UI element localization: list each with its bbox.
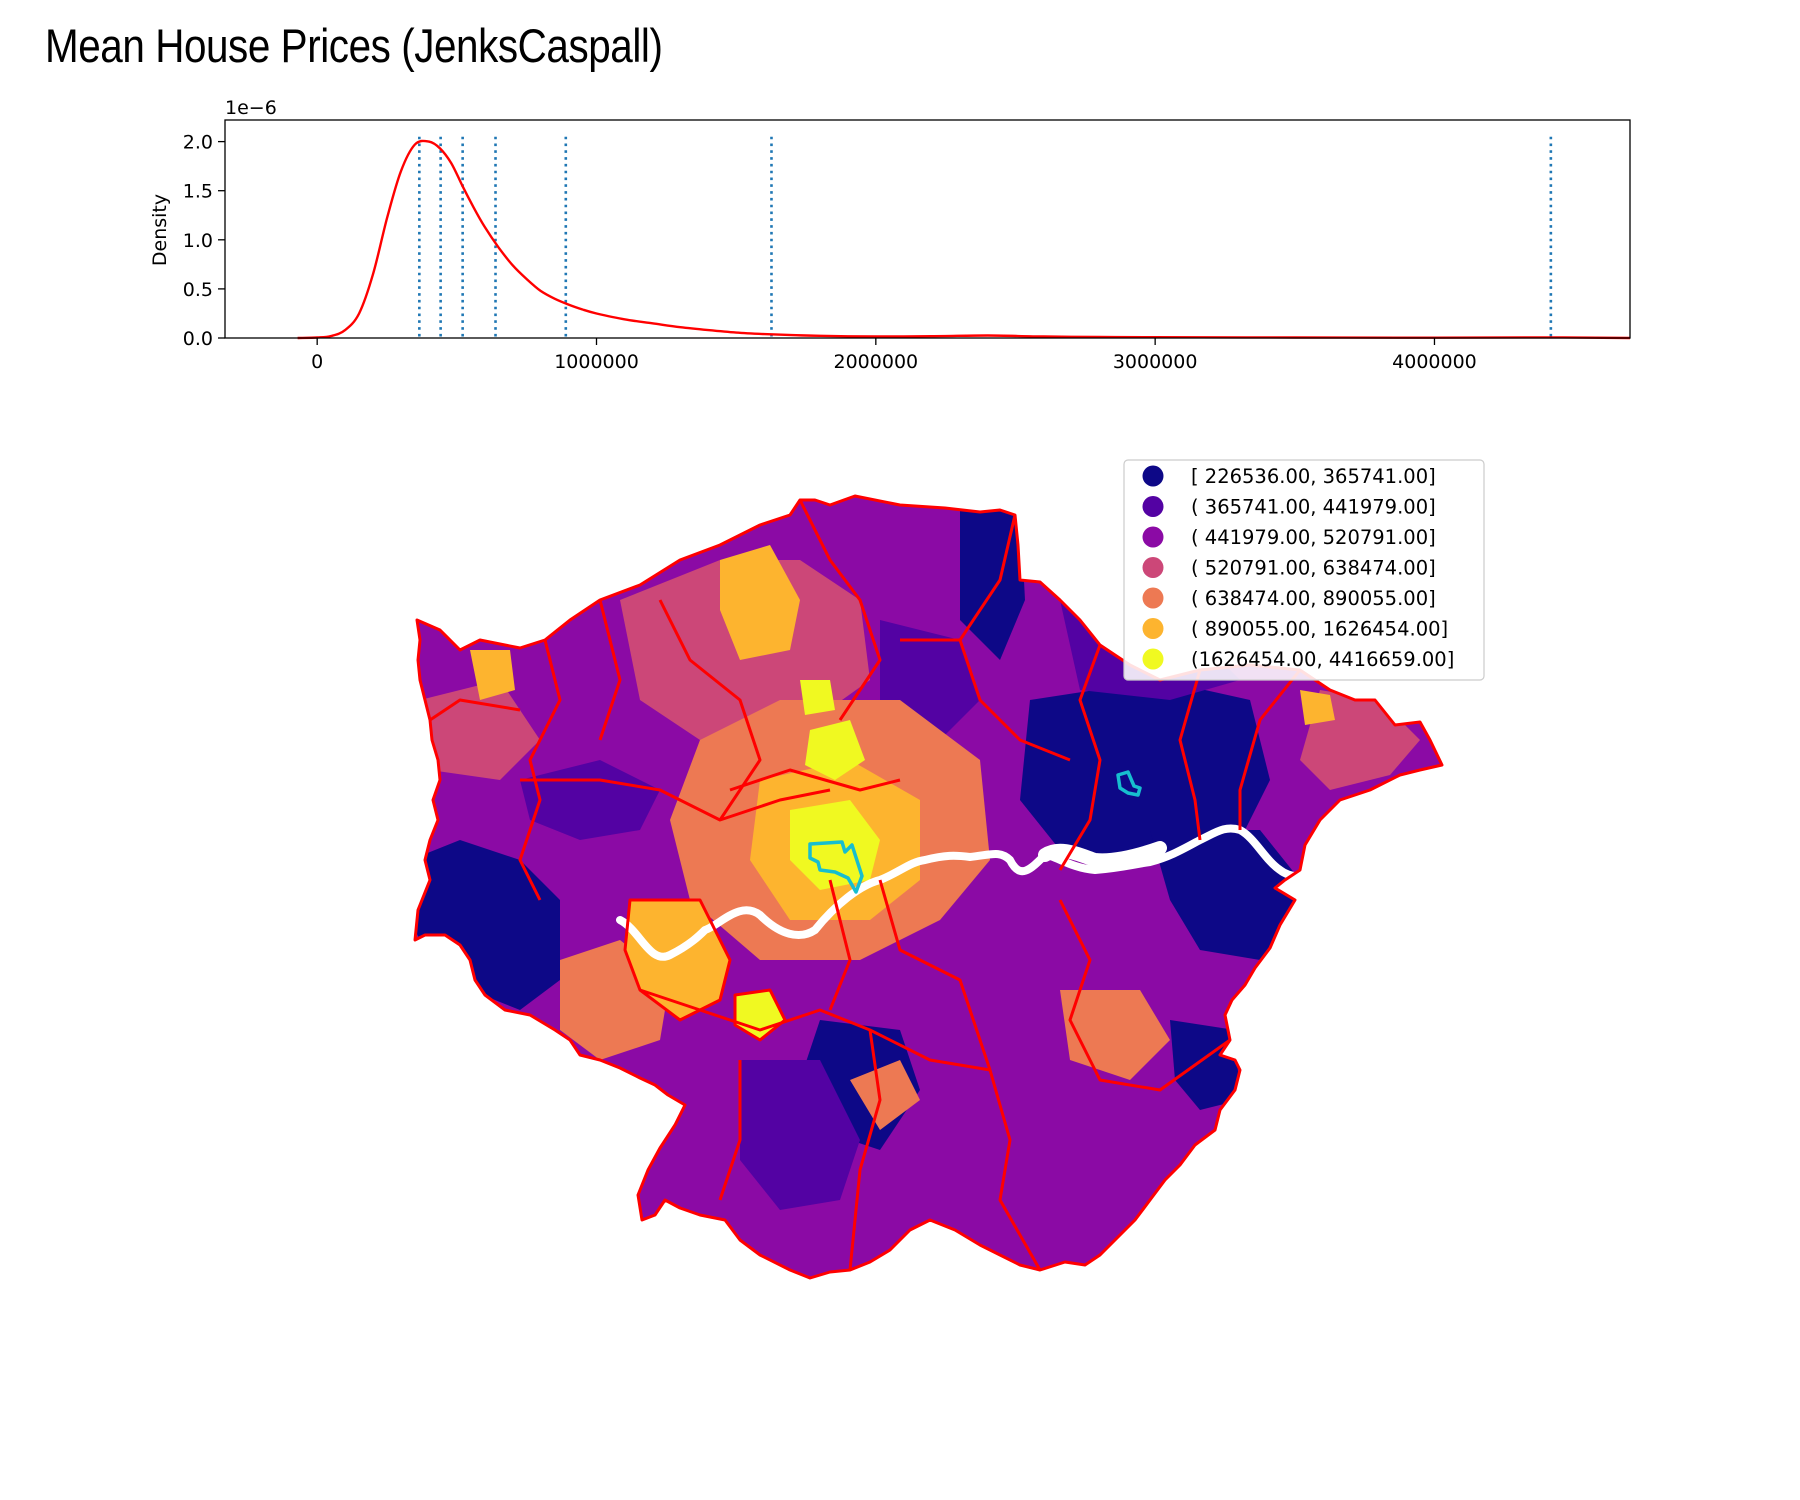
borough-line-19 <box>729 768 901 792</box>
legend-label-2: ( 365741.00, 441979.00] <box>1191 496 1436 519</box>
patch-south-deep <box>740 1060 860 1210</box>
highlight-westminster <box>808 840 864 894</box>
borough-line-11 <box>988 1069 1042 1271</box>
patch-hampstead-top <box>805 720 865 780</box>
borough-line-16 <box>828 879 852 1011</box>
y-tick-label: 1.0 <box>183 230 213 252</box>
patch-southeast <box>1170 1020 1240 1110</box>
legend-label-5: ( 638474.00, 890055.00] <box>1191 587 1436 610</box>
river-thames <box>616 824 1314 961</box>
x-tick-label: 0 <box>311 351 323 373</box>
borough-line-13 <box>718 1060 742 1201</box>
borough-line-3 <box>798 499 882 721</box>
legend-items: [ 226536.00, 365741.00] ( 365741.00, 4419… <box>1142 465 1454 671</box>
legend-label-4: ( 520791.00, 638474.00] <box>1191 557 1436 580</box>
legend-marker-7 <box>1142 648 1164 670</box>
legend-box <box>1123 459 1485 681</box>
borough-boundaries <box>413 494 1444 1280</box>
legend-marker-4 <box>1142 557 1164 578</box>
legend-label-7: (1626454.00, 4416659.00] <box>1191 648 1454 671</box>
legend-marker-2 <box>1142 496 1164 517</box>
kde-density-chart: 0 1000000 2000000 3000000 4000000 0.0 0.5 1.0 1… <box>149 97 1631 373</box>
highlight-east <box>1116 770 1142 797</box>
legend-marker-3 <box>1142 526 1164 548</box>
borough-line-17 <box>429 698 521 722</box>
borough-line-10 <box>848 1029 882 1271</box>
kde-x-axis: 0 1000000 2000000 3000000 4000000 <box>311 338 1477 373</box>
borough-line-18 <box>598 599 622 741</box>
y-offset-label: 1e−6 <box>225 97 277 119</box>
x-tick-label: 4000000 <box>1392 351 1477 373</box>
borough-line-6 <box>1178 669 1202 841</box>
kde-axes-frame <box>224 119 1631 339</box>
patch-highgate-top <box>800 680 835 715</box>
x-tick-label: 1000000 <box>554 351 639 373</box>
y-axis-label: Density <box>149 194 171 266</box>
legend-marker-5 <box>1142 587 1164 609</box>
x-tick-label: 3000000 <box>1113 351 1198 373</box>
page-title: Mean House Prices (JenksCaspall) <box>45 19 663 72</box>
kde-density-line <box>297 139 1631 340</box>
legend-label-3: ( 441979.00, 520791.00] <box>1191 526 1436 549</box>
borough-line-4 <box>958 514 1071 762</box>
borough-line-15 <box>878 879 992 1071</box>
patch-redbridge-orange <box>1300 690 1335 725</box>
borough-line-8 <box>520 778 831 822</box>
patch-north-orange <box>720 545 800 660</box>
patch-south-orange <box>850 1060 920 1130</box>
borough-line-21 <box>733 988 787 1042</box>
london-choropleth-map: [ 226536.00, 365741.00] ( 365741.00, 4419… <box>413 459 1485 1280</box>
london-outline <box>413 494 1444 1280</box>
patch-harrow-orange <box>470 650 515 700</box>
y-tick-label: 1.5 <box>183 181 213 203</box>
legend-label-1: [ 226536.00, 365741.00] <box>1191 465 1436 488</box>
borough-line-7 <box>1238 669 1302 830</box>
x-tick-label: 2000000 <box>834 351 919 373</box>
borough-line-20 <box>623 898 732 1022</box>
legend-marker-1 <box>1142 465 1164 487</box>
kde-y-axis: 0.0 0.5 1.0 1.5 2.0 <box>183 132 225 350</box>
borough-line-2 <box>658 599 762 821</box>
patch-east-south <box>1150 830 1300 960</box>
borough-line-5 <box>1058 644 1102 871</box>
y-tick-label: 0.0 <box>183 328 213 350</box>
borough-line-12 <box>1058 899 1231 1092</box>
patch-wimbledon-top <box>735 990 785 1040</box>
legend-marker-6 <box>1142 618 1164 639</box>
highlighted-areas <box>808 770 1142 894</box>
map-legend: [ 226536.00, 365741.00] ( 365741.00, 4419… <box>1123 459 1485 681</box>
y-tick-label: 2.0 <box>183 132 213 154</box>
kde-plot-area <box>225 120 1630 338</box>
river-thames-east <box>1038 841 1167 868</box>
y-tick-label: 0.5 <box>183 279 213 301</box>
patch-east-inner <box>1020 680 1270 860</box>
legend-label-6: ( 890055.00, 1626454.00] <box>1191 618 1448 641</box>
